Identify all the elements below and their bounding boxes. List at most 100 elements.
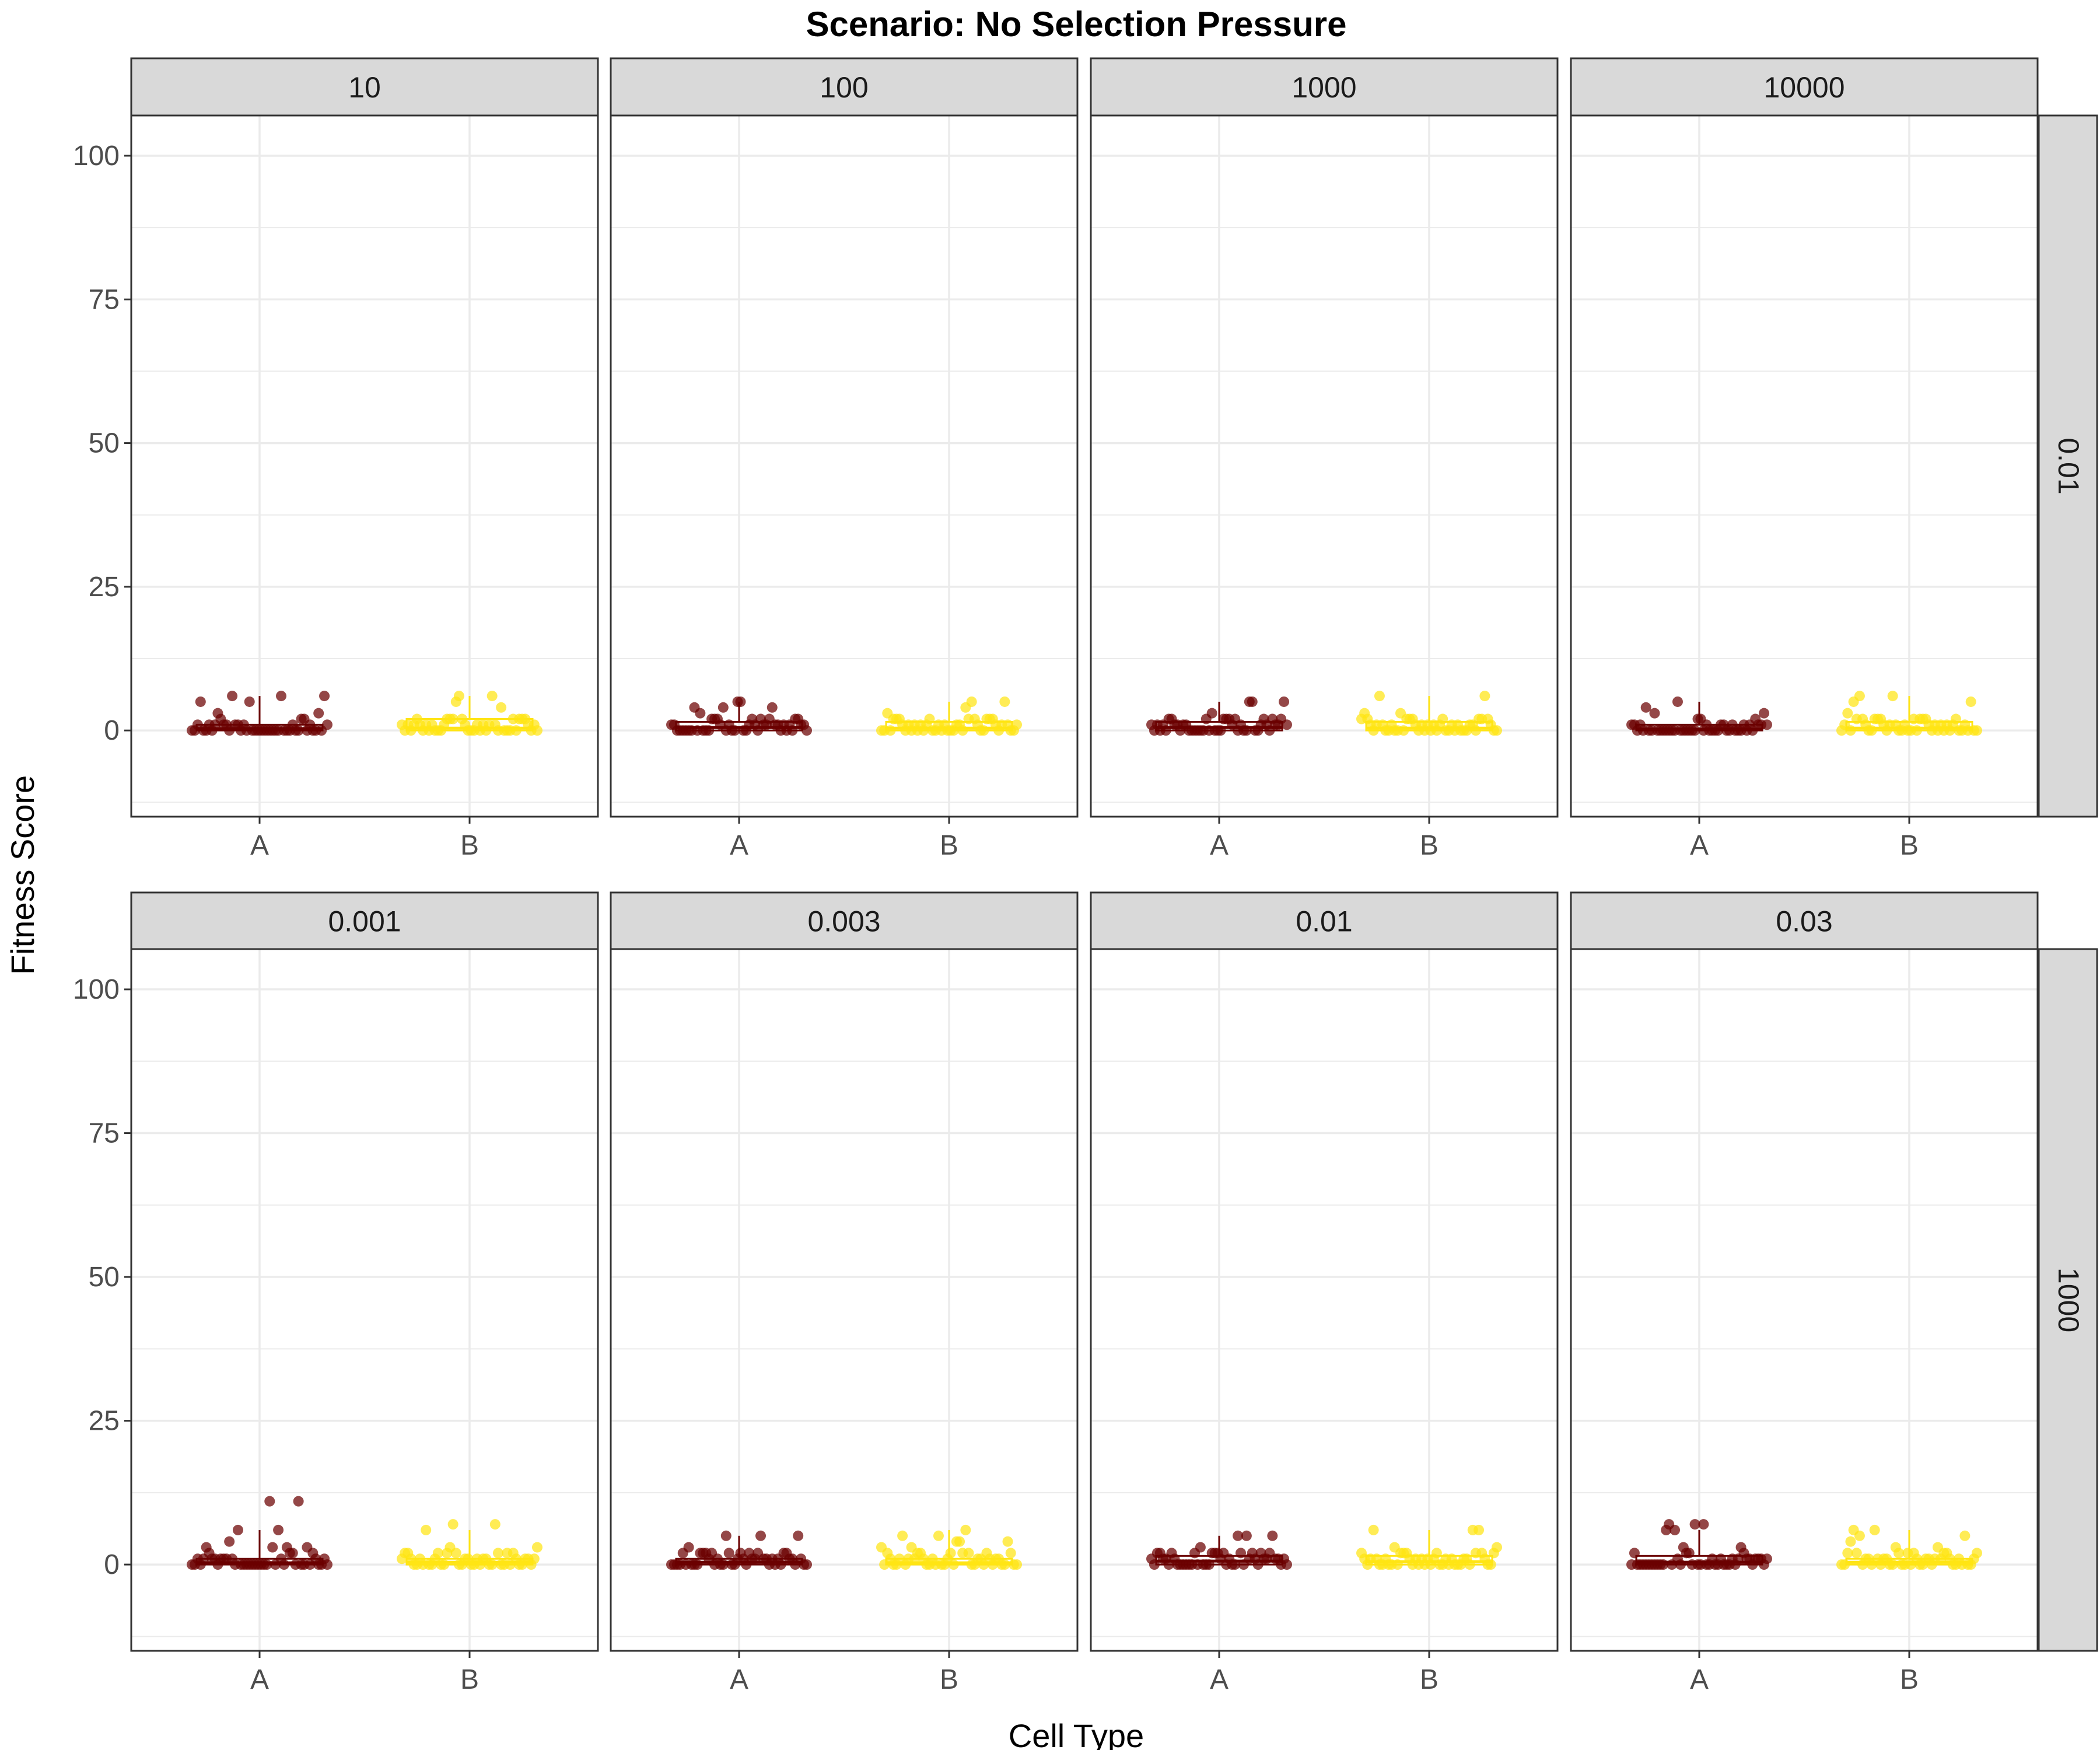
- point-A: [674, 725, 685, 736]
- col-strip-label: 0.03: [1776, 905, 1832, 938]
- point-A: [1759, 708, 1770, 719]
- panel-background: [1091, 949, 1558, 1651]
- point-A: [1247, 696, 1258, 707]
- col-strip: [130, 57, 599, 117]
- point-B: [1485, 1559, 1496, 1570]
- col-strip: [610, 891, 1079, 950]
- y-tick-label: 0: [104, 715, 120, 746]
- point-B: [963, 1548, 974, 1559]
- x-tick-label: B: [940, 1664, 958, 1695]
- point-B: [447, 1519, 459, 1530]
- point-A: [313, 708, 324, 719]
- point-B: [439, 1559, 450, 1570]
- point-A: [302, 1542, 313, 1553]
- point-A: [1672, 696, 1683, 707]
- point-A: [1655, 725, 1666, 736]
- point-B: [1374, 691, 1385, 702]
- col-strip: [1090, 57, 1559, 117]
- point-A: [1175, 725, 1186, 736]
- point-B: [948, 1559, 959, 1570]
- y-tick-label: 100: [73, 141, 120, 172]
- point-A: [1730, 725, 1741, 736]
- point-A: [1238, 1559, 1249, 1570]
- col-strip-label: 1000: [1292, 71, 1356, 104]
- point-B: [933, 1530, 944, 1541]
- point-A: [299, 1559, 310, 1570]
- point-A: [267, 1542, 278, 1553]
- point-A: [1154, 725, 1166, 736]
- point-B: [510, 725, 522, 736]
- point-B: [1839, 1559, 1850, 1570]
- x-tick-label: B: [940, 830, 958, 861]
- point-A: [1730, 1559, 1741, 1570]
- point-A: [715, 719, 726, 730]
- point-A: [244, 696, 255, 707]
- point-B: [1474, 1524, 1485, 1535]
- x-tick-label: B: [460, 830, 479, 861]
- point-B: [414, 719, 425, 730]
- point-A: [1698, 725, 1709, 736]
- point-B: [1005, 1548, 1016, 1559]
- panel-background: [611, 116, 1077, 817]
- point-A: [720, 1530, 732, 1541]
- point-B: [1950, 713, 1961, 724]
- point-A: [695, 708, 706, 719]
- point-B: [487, 1559, 498, 1570]
- point-A: [1186, 725, 1198, 736]
- point-A: [1762, 719, 1772, 730]
- point-B: [927, 725, 938, 736]
- point-A: [735, 696, 746, 707]
- point-A: [802, 1559, 812, 1570]
- point-A: [299, 713, 310, 724]
- panel-background: [131, 949, 598, 1651]
- point-A: [1695, 1559, 1706, 1570]
- row-strip: [2038, 114, 2098, 818]
- point-B: [1407, 1559, 1418, 1570]
- point-A: [1218, 713, 1229, 724]
- point-A: [218, 719, 229, 730]
- point-A: [1667, 725, 1678, 736]
- panel-background: [1571, 116, 2038, 817]
- point-B: [957, 725, 968, 736]
- y-axis-title: Fitness Score: [4, 775, 41, 975]
- point-B: [1851, 1548, 1862, 1559]
- point-A: [258, 725, 270, 736]
- point-A: [232, 1524, 243, 1535]
- point-A: [1698, 1519, 1709, 1530]
- point-B: [466, 1559, 477, 1570]
- point-A: [1203, 1559, 1214, 1570]
- point-B: [1437, 713, 1448, 724]
- point-A: [238, 1559, 249, 1570]
- point-B: [1854, 1530, 1865, 1541]
- point-A: [310, 1553, 321, 1564]
- point-A: [1629, 1548, 1640, 1559]
- point-A: [1273, 719, 1284, 730]
- point-A: [227, 691, 238, 702]
- point-A: [1649, 708, 1660, 719]
- point-A: [781, 1548, 792, 1559]
- point-A: [1686, 1559, 1698, 1570]
- point-B: [1845, 1536, 1856, 1547]
- point-B: [1972, 1548, 1982, 1559]
- point-B: [1380, 1553, 1391, 1564]
- point-A: [290, 725, 301, 736]
- point-B: [1431, 1548, 1442, 1559]
- point-A: [192, 719, 203, 730]
- point-A: [1667, 1559, 1678, 1570]
- point-B: [1887, 1559, 1898, 1570]
- point-B: [921, 1559, 932, 1570]
- x-tick-label: B: [1420, 1664, 1438, 1695]
- point-A: [738, 1553, 749, 1564]
- row-strip-label: 0.01: [2052, 438, 2085, 494]
- point-A: [273, 1524, 284, 1535]
- point-A: [1163, 1559, 1174, 1570]
- point-A: [1250, 1553, 1261, 1564]
- row-strip: [2038, 948, 2098, 1652]
- point-A: [224, 1536, 235, 1547]
- point-A: [1236, 1548, 1247, 1559]
- col-strip-label: 0.001: [328, 905, 401, 938]
- y-tick-label: 50: [89, 428, 120, 459]
- point-A: [1250, 725, 1261, 736]
- x-tick-label: A: [1690, 1664, 1709, 1695]
- point-B: [1887, 691, 1898, 702]
